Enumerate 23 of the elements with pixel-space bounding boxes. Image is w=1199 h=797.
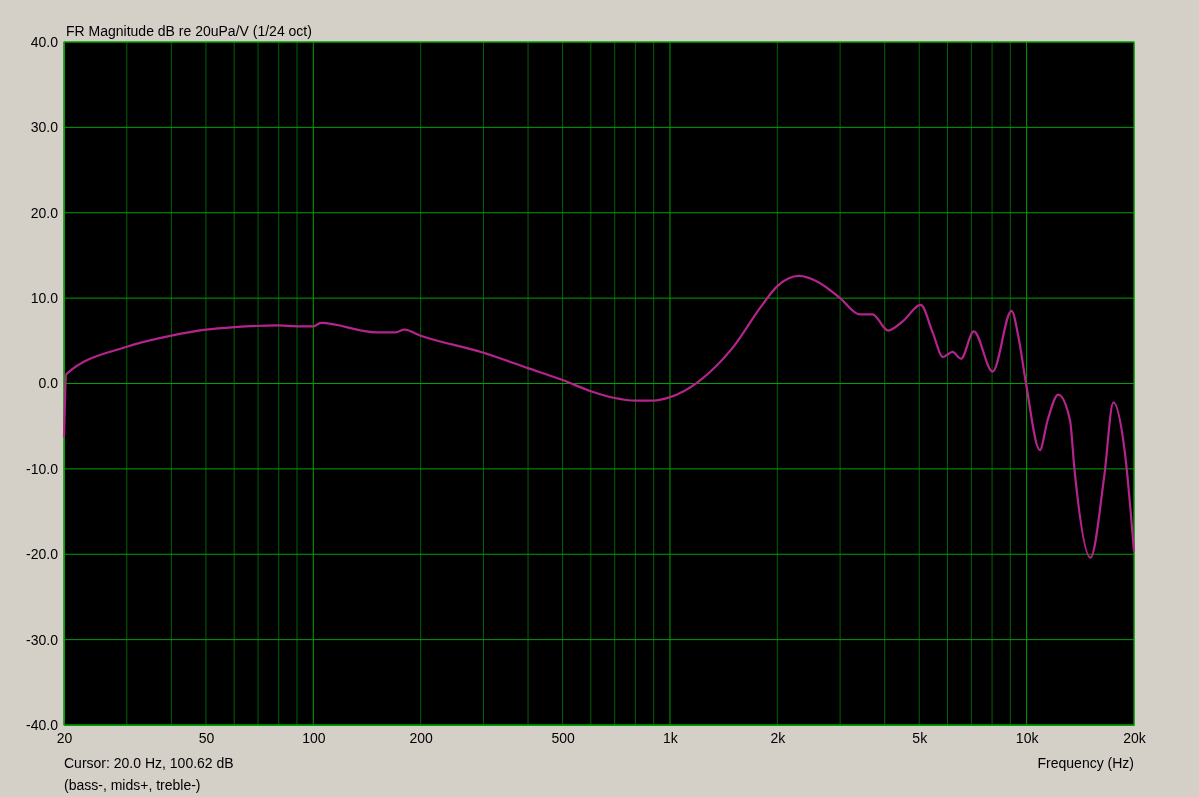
y-tick-label: -20.0 — [26, 546, 59, 563]
x-tick-label: 1k — [663, 729, 679, 746]
x-tick-label: 200 — [409, 729, 434, 746]
y-tick-label: 20.0 — [30, 204, 59, 221]
chart-title: FR Magnitude dB re 20uPa/V (1/24 oct) — [66, 23, 312, 39]
x-tick-label: 5k — [912, 729, 929, 746]
x-tick-label: 20 — [56, 729, 73, 746]
text: (bass-, mids+, treble-) — [64, 777, 201, 793]
text: Cursor: 20.0 Hz, 100.62 dB — [64, 755, 234, 771]
y-tick-label: 30.0 — [30, 119, 59, 136]
x-tick-label: 100 — [302, 729, 326, 746]
x-axis-title: Frequency (Hz) — [1037, 755, 1134, 771]
x-tick-label: 10k — [1015, 729, 1040, 746]
y-tick-label: 0.0 — [38, 375, 59, 392]
x-tick-label: 500 — [551, 729, 575, 746]
x-tick-label: 2k — [770, 729, 787, 746]
x-tick-label: 50 — [198, 729, 215, 746]
y-tick-label: -10.0 — [26, 460, 59, 477]
y-tick-label: 10.0 — [30, 290, 59, 307]
x-tick-label: 20k — [1123, 729, 1147, 746]
y-tick-label: -30.0 — [26, 631, 59, 648]
y-tick-label: 40.0 — [30, 33, 59, 50]
y-tick-label: -40.0 — [26, 716, 59, 733]
